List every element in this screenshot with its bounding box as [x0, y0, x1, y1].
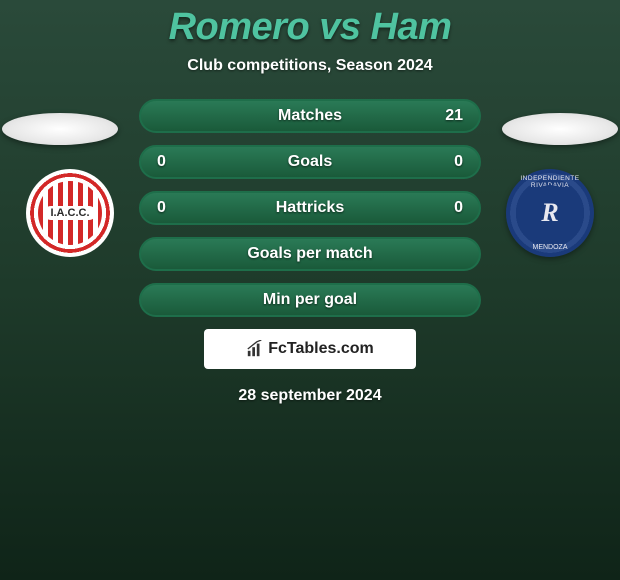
footer-date: 28 september 2024: [0, 387, 620, 405]
stat-rows: Matches 21 0 Goals 0 0 Hattricks 0 Goals per mat…: [139, 99, 481, 317]
badge-left-label: I.A.C.C.: [44, 206, 95, 220]
stat-value-left: 0: [157, 199, 166, 217]
stat-row: 0 Hattricks 0: [139, 191, 481, 225]
stat-label: Hattricks: [276, 199, 344, 217]
stat-value-right: 0: [454, 199, 463, 217]
stat-label: Goals: [288, 153, 332, 171]
stat-row: Goals per match: [139, 237, 481, 271]
badge-right: INDEPENDIENTE RIVADAVIA R MENDOZA: [506, 169, 594, 257]
page-title: Romero vs Ham: [0, 0, 620, 49]
stat-row: Matches 21: [139, 99, 481, 133]
stat-row: 0 Goals 0: [139, 145, 481, 179]
stat-row: Min per goal: [139, 283, 481, 317]
footer-brand-text: FcTables.com: [268, 340, 374, 358]
badge-right-inner: R: [522, 185, 578, 241]
badge-right-bottom-arc: MENDOZA: [506, 244, 594, 251]
page-subtitle: Club competitions, Season 2024: [0, 57, 620, 75]
stat-value-right: 21: [445, 107, 463, 125]
comparison-content: I.A.C.C. INDEPENDIENTE RIVADAVIA R MENDO…: [0, 99, 620, 405]
stat-label: Goals per match: [247, 245, 372, 263]
footer-brand: FcTables.com: [204, 329, 416, 369]
badge-right-monogram: R: [541, 198, 558, 228]
player-left-placeholder: [2, 113, 118, 145]
player-right-placeholder: [502, 113, 618, 145]
chart-icon: [246, 340, 264, 358]
badge-left: I.A.C.C.: [26, 169, 114, 257]
stat-label: Matches: [278, 107, 342, 125]
stat-label: Min per goal: [263, 291, 357, 309]
stat-value-left: 0: [157, 153, 166, 171]
stat-value-right: 0: [454, 153, 463, 171]
